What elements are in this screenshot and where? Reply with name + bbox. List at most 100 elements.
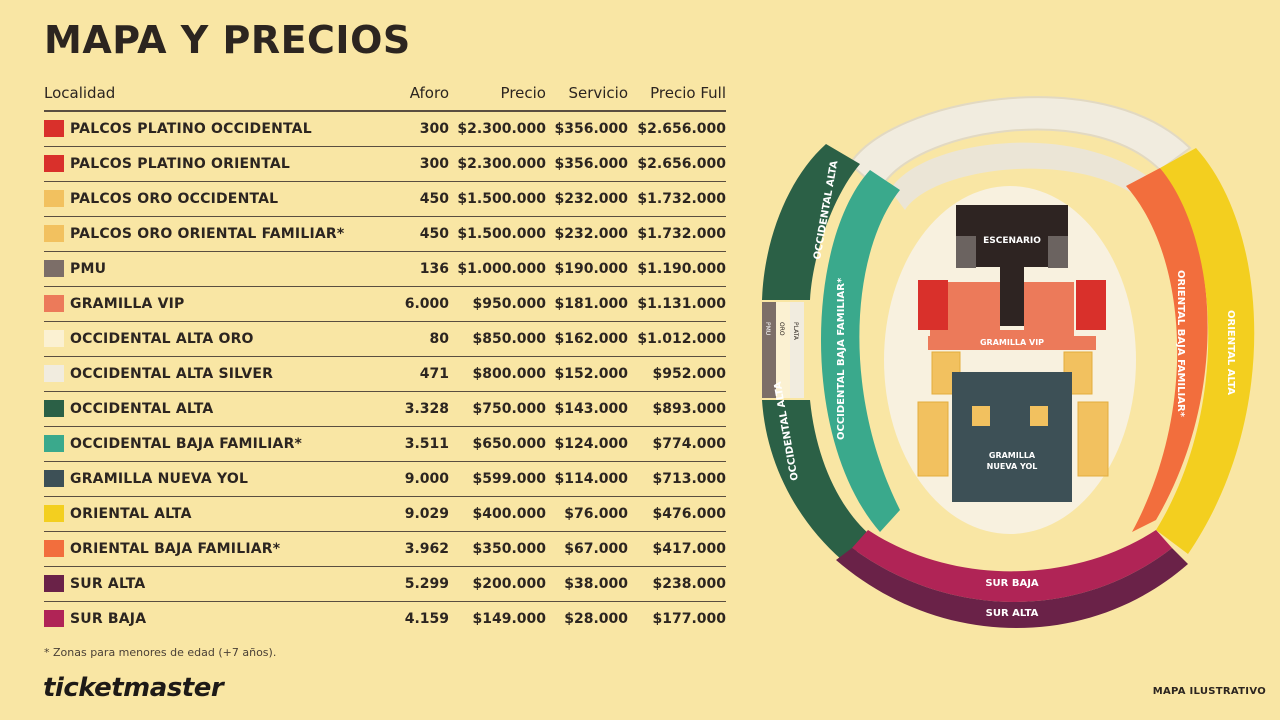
row-localidad: OCCIDENTAL BAJA FAMILIAR*: [70, 436, 303, 452]
table-row: GRAMILLA VIP 6.000 $950.000 $181.000 $1.131.…: [44, 287, 726, 322]
row-servicio: $76.000: [564, 506, 628, 522]
row-aforo: 9.000: [404, 471, 449, 487]
color-swatch: [44, 470, 64, 487]
row-aforo: 6.000: [404, 296, 449, 312]
row-aforo: 300: [419, 156, 449, 172]
table-row: OCCIDENTAL ALTA SILVER 471 $800.000 $152.00…: [44, 357, 726, 392]
row-localidad: ORIENTAL ALTA: [70, 506, 192, 522]
row-localidad: PALCOS ORO ORIENTAL FAMILIAR*: [70, 226, 345, 242]
table-row: PALCOS ORO ORIENTAL FAMILIAR* 450 $1.500.0…: [44, 217, 726, 252]
row-precio-full: $1.190.000: [637, 261, 726, 277]
zone-occidental-alta-top: [762, 144, 860, 300]
row-localidad: SUR ALTA: [70, 576, 146, 592]
row-precio: $1.500.000: [457, 191, 546, 207]
row-aforo: 136: [419, 261, 449, 277]
row-precio-full: $1.131.000: [637, 296, 726, 312]
row-servicio: $38.000: [564, 576, 628, 592]
zone-oro: [776, 302, 790, 398]
label-sur-baja: SUR BAJA: [985, 578, 1039, 589]
label-gramilla-nueva-1: GRAMILLA: [989, 451, 1036, 460]
row-precio-full: $1.732.000: [637, 191, 726, 207]
color-swatch: [44, 505, 64, 522]
color-swatch: [44, 120, 64, 137]
row-precio: $800.000: [472, 366, 546, 382]
stage-left-wing: [956, 236, 976, 268]
row-precio-full: $238.000: [652, 576, 726, 592]
footnote: * Zonas para menores de edad (+7 años).: [44, 646, 277, 659]
table-row: SUR BAJA 4.159 $149.000 $28.000 $177.000: [44, 602, 726, 636]
platino-left: [918, 280, 948, 330]
zone-plata: [790, 302, 804, 398]
label-oriental-baja: ORIENTAL BAJA FAMILIAR*: [1175, 270, 1186, 418]
zone-oriental-alta: [1156, 148, 1255, 554]
color-swatch: [44, 435, 64, 452]
row-localidad: OCCIDENTAL ALTA SILVER: [70, 366, 274, 382]
row-precio-full: $774.000: [652, 436, 726, 452]
row-precio-full: $2.656.000: [637, 156, 726, 172]
table-row: ORIENTAL ALTA 9.029 $400.000 $76.000 $476.00…: [44, 497, 726, 532]
label-escenario: ESCENARIO: [983, 236, 1041, 246]
platino-right: [1076, 280, 1106, 330]
row-precio-full: $1.012.000: [637, 331, 726, 347]
row-localidad: OCCIDENTAL ALTA ORO: [70, 331, 254, 347]
color-swatch: [44, 610, 64, 627]
row-precio: $1.000.000: [457, 261, 546, 277]
color-swatch: [44, 330, 64, 347]
row-servicio: $152.000: [554, 366, 628, 382]
row-servicio: $143.000: [554, 401, 628, 417]
row-servicio: $356.000: [554, 121, 628, 137]
table-row: PALCOS ORO OCCIDENTAL 450 $1.500.000 $232.0…: [44, 182, 726, 217]
header-localidad: Localidad: [44, 84, 116, 102]
row-servicio: $356.000: [554, 156, 628, 172]
header-precio: Precio: [500, 84, 546, 102]
row-servicio: $190.000: [554, 261, 628, 277]
north-upper-stand: [848, 96, 1192, 192]
label-oriental-alta: ORIENTAL ALTA: [1225, 310, 1236, 395]
row-precio: $2.300.000: [457, 156, 546, 172]
zone-occidental-baja-familiar: [820, 170, 900, 532]
zone-sur-alta: [836, 548, 1188, 629]
table-row: SUR ALTA 5.299 $200.000 $38.000 $238.000: [44, 567, 726, 602]
row-precio: $599.000: [472, 471, 546, 487]
row-aforo: 300: [419, 121, 449, 137]
row-precio: $750.000: [472, 401, 546, 417]
color-swatch: [44, 540, 64, 557]
zone-sur-baja: [852, 530, 1172, 602]
label-sur-alta: SUR ALTA: [986, 608, 1039, 619]
oro-left-lower: [917, 401, 949, 477]
row-precio: $1.500.000: [457, 226, 546, 242]
row-localidad: GRAMILLA NUEVA YOL: [70, 471, 249, 487]
label-occidental-baja: OCCIDENTAL BAJA FAMILIAR*: [836, 277, 847, 440]
north-lower-stand: [890, 142, 1150, 210]
color-swatch: [44, 225, 64, 242]
row-precio-full: $417.000: [652, 541, 726, 557]
row-servicio: $124.000: [554, 436, 628, 452]
price-table: Localidad Aforo Precio Servicio Precio F…: [44, 76, 726, 636]
table-header: Localidad Aforo Precio Servicio Precio F…: [44, 76, 726, 112]
row-servicio: $114.000: [554, 471, 628, 487]
zone-oriental-baja-familiar: [1126, 168, 1208, 532]
row-precio-full: $713.000: [652, 471, 726, 487]
row-precio: $149.000: [472, 611, 546, 627]
color-swatch: [44, 260, 64, 277]
row-localidad: GRAMILLA VIP: [70, 296, 185, 312]
row-localidad: PALCOS PLATINO ORIENTAL: [70, 156, 291, 172]
row-localidad: ORIENTAL BAJA FAMILIAR*: [70, 541, 281, 557]
row-aforo: 80: [429, 331, 449, 347]
label-pmu: PMU: [764, 322, 771, 335]
row-precio: $400.000: [472, 506, 546, 522]
row-localidad: PALCOS PLATINO OCCIDENTAL: [70, 121, 312, 137]
zone-gramilla-nueva-yol: [952, 372, 1072, 502]
row-precio: $950.000: [472, 296, 546, 312]
oro-right-lower: [1077, 401, 1109, 477]
row-aforo: 5.299: [404, 576, 449, 592]
row-aforo: 3.511: [404, 436, 449, 452]
row-precio-full: $952.000: [652, 366, 726, 382]
color-swatch: [44, 575, 64, 592]
label-gramilla-vip: GRAMILLA VIP: [980, 338, 1044, 347]
table-row: OCCIDENTAL ALTA ORO 80 $850.000 $162.000 $1.…: [44, 322, 726, 357]
ticketmaster-logo: ticketmaster: [43, 673, 224, 703]
row-aforo: 450: [419, 226, 449, 242]
row-precio-full: $2.656.000: [637, 121, 726, 137]
row-precio: $2.300.000: [457, 121, 546, 137]
